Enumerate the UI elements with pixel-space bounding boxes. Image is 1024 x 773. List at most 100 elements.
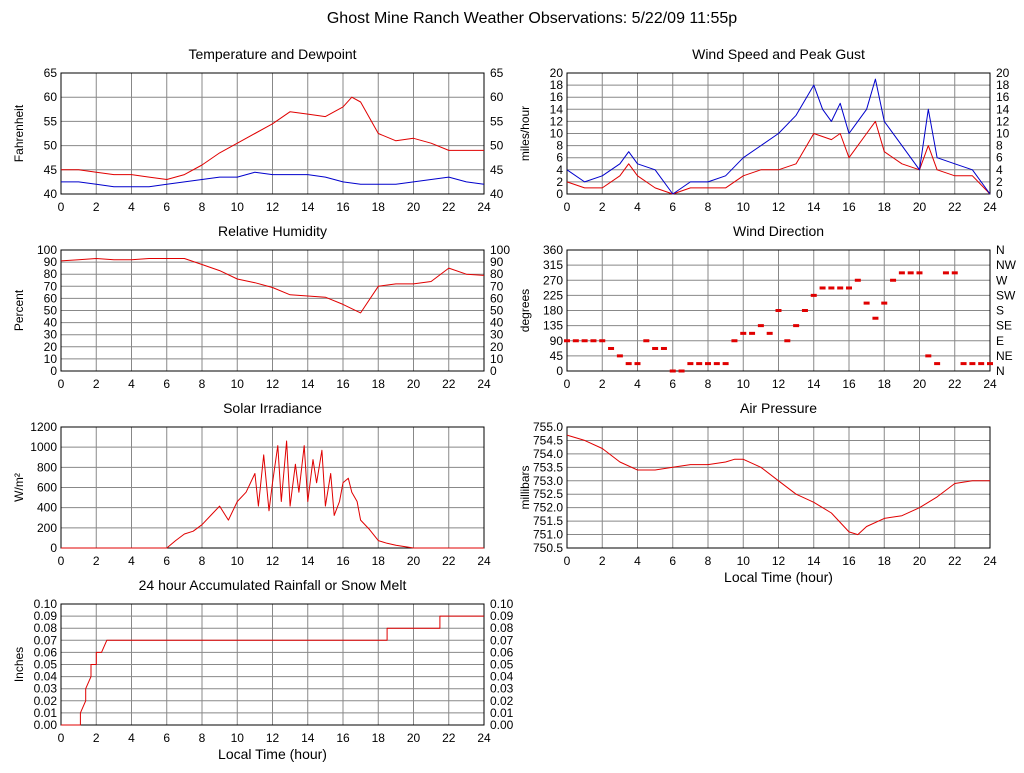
y-tick-label-right: 6 (996, 151, 1003, 165)
x-tick-label: 12 (772, 377, 786, 391)
y-tick-label-right: 0 (996, 187, 1003, 201)
x-tick-label: 14 (807, 554, 821, 568)
y-tick-label: 0.05 (34, 658, 58, 672)
series-line (60, 258, 485, 314)
y-tick-label-right: 50 (490, 304, 504, 318)
data-point (599, 339, 606, 343)
y-tick-label: 14 (550, 102, 564, 116)
data-point (581, 339, 588, 343)
data-point (934, 362, 941, 366)
y-tick-label: 800 (37, 460, 57, 474)
x-tick-label: 12 (266, 554, 280, 568)
y-tick-label-right: NE (996, 349, 1013, 363)
plot-frame (566, 249, 991, 372)
x-tick-label: 12 (266, 731, 280, 745)
series-line (61, 171, 485, 188)
x-tick-label: 16 (336, 200, 350, 214)
y-tick-label: 0.08 (34, 621, 58, 635)
y-tick-label: 400 (37, 501, 57, 515)
data-point (907, 271, 914, 275)
x-tick-label: 4 (634, 200, 641, 214)
x-axis-label: Local Time (hour) (218, 746, 327, 762)
x-tick-label: 10 (231, 554, 245, 568)
y-tick-label: 1000 (30, 440, 57, 454)
y-axis-label: W/m² (12, 473, 26, 502)
x-tick-label: 20 (407, 377, 421, 391)
data-point (652, 346, 659, 350)
data-point (810, 293, 817, 297)
y-tick-label: 2 (556, 175, 563, 189)
x-tick-label: 22 (948, 554, 962, 568)
data-point (687, 362, 694, 366)
x-tick-label: 10 (737, 554, 751, 568)
plot-frame (60, 426, 485, 549)
y-tick-label: 6 (556, 151, 563, 165)
x-tick-label: 2 (93, 377, 100, 391)
y-tick-label: 20 (550, 66, 564, 80)
x-tick-label: 6 (669, 200, 676, 214)
x-tick-label: 20 (913, 377, 927, 391)
data-point (837, 286, 844, 290)
x-tick-label: 4 (634, 377, 641, 391)
chart-title: Temperature and Dewpoint (188, 46, 356, 62)
y-tick-label-right: 0.00 (490, 718, 514, 732)
x-tick-label: 22 (948, 200, 962, 214)
y-tick-label: 0.02 (34, 694, 58, 708)
x-tick-label: 14 (301, 554, 315, 568)
x-tick-label: 22 (442, 731, 456, 745)
data-point (846, 286, 852, 290)
x-tick-label: 8 (705, 200, 712, 214)
y-tick-label: 50 (44, 304, 58, 318)
y-axis-label: miles/hour (518, 106, 532, 161)
data-point (678, 369, 685, 373)
y-axis-label: Fahrenheit (12, 104, 26, 162)
series-line (61, 615, 484, 726)
x-tick-label: 6 (163, 200, 170, 214)
x-tick-label: 4 (128, 554, 135, 568)
y-tick-label-right: 45 (490, 163, 504, 177)
series-line (566, 120, 991, 195)
data-point (634, 362, 641, 366)
data-point (608, 346, 615, 350)
y-tick-label: 65 (44, 66, 58, 80)
x-tick-label: 14 (301, 377, 315, 391)
x-tick-label: 18 (372, 200, 386, 214)
y-tick-label-right: 12 (996, 114, 1010, 128)
x-tick-label: 18 (372, 731, 386, 745)
x-tick-label: 8 (705, 554, 712, 568)
y-tick-label-right: 60 (490, 90, 504, 104)
y-tick-label: 50 (44, 139, 58, 153)
x-tick-label: 24 (983, 554, 997, 568)
y-tick-label-right: 55 (490, 114, 504, 128)
y-tick-label: 753.0 (533, 474, 563, 488)
x-tick-label: 22 (442, 377, 456, 391)
x-tick-label: 8 (199, 377, 206, 391)
series-line (61, 96, 484, 180)
data-point (669, 369, 676, 373)
x-tick-label: 0 (564, 377, 571, 391)
x-tick-label: 8 (199, 731, 206, 745)
x-tick-label: 18 (372, 377, 386, 391)
data-point (819, 286, 826, 290)
y-tick-label-right: 16 (996, 90, 1010, 104)
y-tick-label: 4 (556, 163, 563, 177)
y-tick-label-right: 100 (490, 243, 510, 257)
y-tick-label-right: 40 (490, 187, 504, 201)
x-tick-label: 8 (199, 200, 206, 214)
x-tick-label: 20 (407, 554, 421, 568)
x-tick-label: 0 (564, 200, 571, 214)
y-tick-label: 0 (50, 364, 57, 378)
x-tick-label: 14 (807, 377, 821, 391)
y-tick-label-right: NW (996, 258, 1017, 272)
x-tick-label: 20 (913, 200, 927, 214)
x-tick-label: 24 (477, 731, 491, 745)
y-tick-label-right: 0.06 (490, 645, 514, 659)
y-tick-label: 0 (556, 187, 563, 201)
x-tick-label: 4 (128, 200, 135, 214)
x-tick-label: 10 (231, 377, 245, 391)
data-point (987, 362, 993, 366)
data-point (916, 271, 923, 275)
